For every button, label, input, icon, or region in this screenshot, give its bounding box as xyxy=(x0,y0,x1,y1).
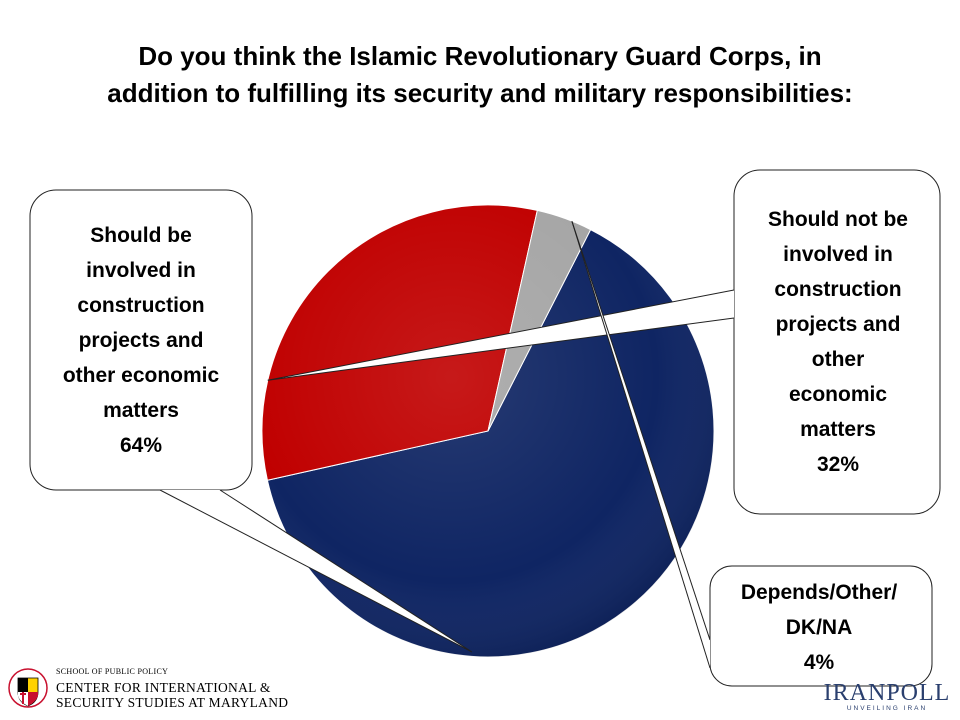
label-line: matters xyxy=(103,398,179,422)
callout-bubble-2 xyxy=(267,169,941,515)
title-line-2: addition to fulfilling its security and … xyxy=(107,78,853,108)
label-line: involved in xyxy=(783,243,893,266)
label-should-be-involved: Should be involved in construction projects… xyxy=(26,190,256,490)
iranpoll-brand: IRANPOLL xyxy=(823,680,951,706)
label-line: DK/NA xyxy=(785,615,853,639)
label-should-not-be-involved: Should not be involved in construction proj… xyxy=(734,170,942,514)
label-line: involved in xyxy=(86,258,196,282)
label-line: construction xyxy=(77,293,205,317)
data-label-value: 32% xyxy=(816,453,860,476)
label-line: other economic xyxy=(62,363,220,387)
center-name: CENTER FOR INTERNATIONAL & SECURITY STUD… xyxy=(56,680,288,710)
label-line: other xyxy=(811,348,865,371)
callout-bubble-3 xyxy=(571,221,933,687)
label-line: matters xyxy=(800,418,876,441)
callout-bubble-1 xyxy=(29,189,473,653)
center-name-line-1: CENTER FOR INTERNATIONAL & xyxy=(56,680,271,695)
label-line: Should not be xyxy=(768,208,908,231)
label-line: construction xyxy=(774,278,902,301)
title-line-1: Do you think the Islamic Revolutionary G… xyxy=(138,41,822,71)
school-name: SCHOOL OF PUBLIC POLICY xyxy=(56,667,169,676)
label-line: Depends/Other/ xyxy=(740,580,898,604)
iranpoll-tagline: UNVEILING IRAN xyxy=(846,705,928,712)
university-seal-icon xyxy=(8,668,48,708)
label-line: projects and xyxy=(775,313,901,336)
label-line: economic xyxy=(788,383,888,406)
label-line: Should be xyxy=(90,223,192,247)
center-name-line-2: SECURITY STUDIES AT MARYLAND xyxy=(56,695,289,710)
label-line: projects and xyxy=(78,328,204,352)
chart-title: Do you think the Islamic Revolutionary G… xyxy=(20,38,940,112)
cissm-logo: SCHOOL OF PUBLIC POLICY CENTER FOR INTER… xyxy=(4,662,294,718)
label-depends-other: Depends/Other/DK/NA 4% xyxy=(706,566,932,688)
data-label-value: 4% xyxy=(803,650,835,674)
iranpoll-logo: IRANPOLL UNVEILING IRAN xyxy=(818,680,956,718)
data-label-value: 64% xyxy=(119,433,163,457)
